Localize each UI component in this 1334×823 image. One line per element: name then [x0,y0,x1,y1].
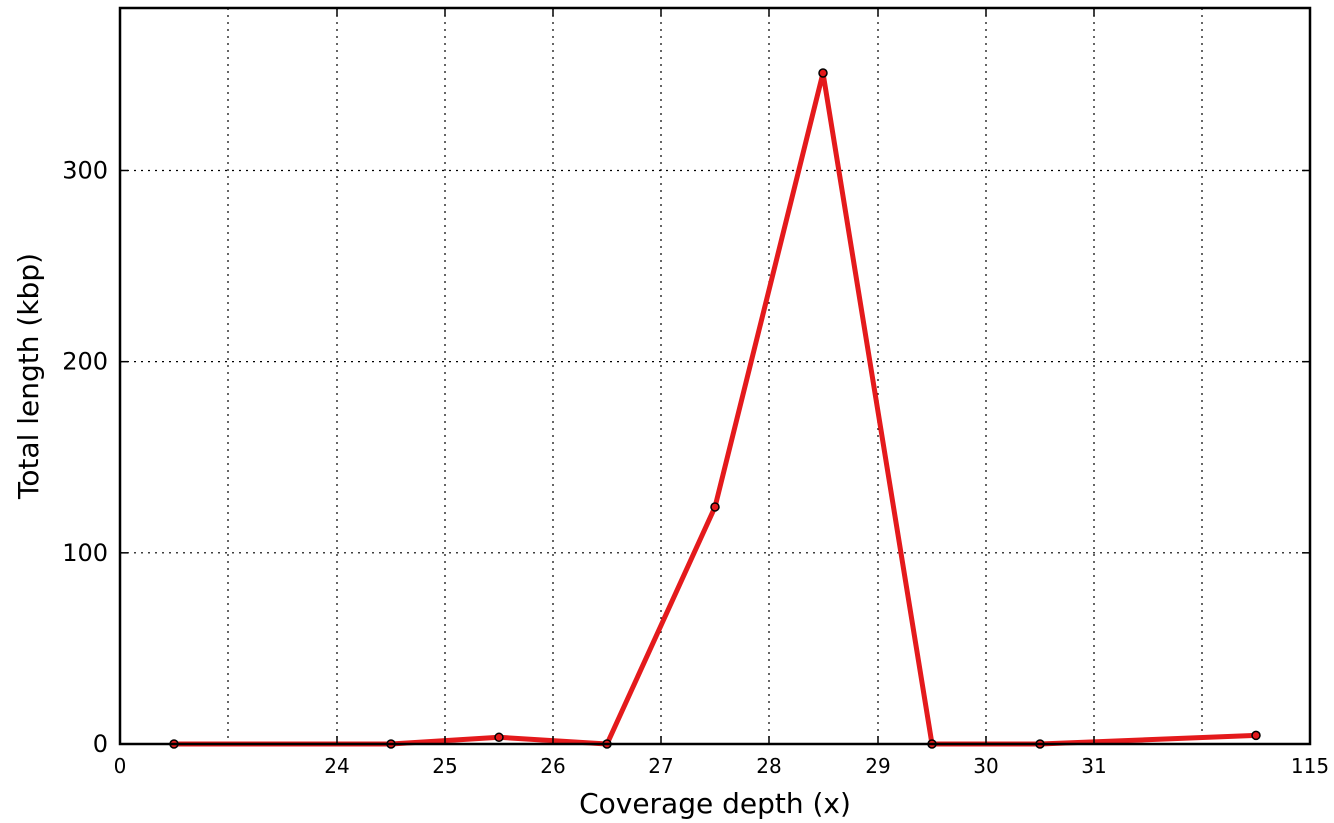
x-tick-label-0: 0 [114,754,127,778]
x-tick-label-9: 115 [1291,754,1329,778]
data-point-8 [1251,730,1261,741]
x-tick-label-7: 30 [973,754,998,778]
plot-frame [118,6,1312,746]
data-point-2 [494,732,504,743]
y-axis-label: Total length (kbp) [12,253,45,500]
y-tick-label-1: 100 [62,539,108,567]
y-tick-label-3: 300 [62,156,108,184]
y-tick-label-2: 200 [62,348,108,376]
axis-ticks [119,8,1311,745]
y-tick-label-0: 0 [93,730,108,758]
x-tick-label-1: 24 [324,754,349,778]
x-tick-labels: 0 24 25 26 27 28 29 30 31 115 [114,754,1329,778]
x-tick-label-8: 31 [1081,754,1106,778]
x-tick-label-4: 27 [648,754,673,778]
x-tick-label-6: 29 [865,754,890,778]
x-tick-label-3: 26 [540,754,565,778]
x-tick-label-2: 25 [432,754,457,778]
x-axis-label: Coverage depth (x) [579,787,851,820]
data-point-5 [818,68,828,78]
grid-lines [120,8,1310,744]
x-tick-label-5: 28 [756,754,781,778]
data-point-4 [710,502,720,512]
y-tick-labels: 0 100 200 300 [62,156,108,758]
